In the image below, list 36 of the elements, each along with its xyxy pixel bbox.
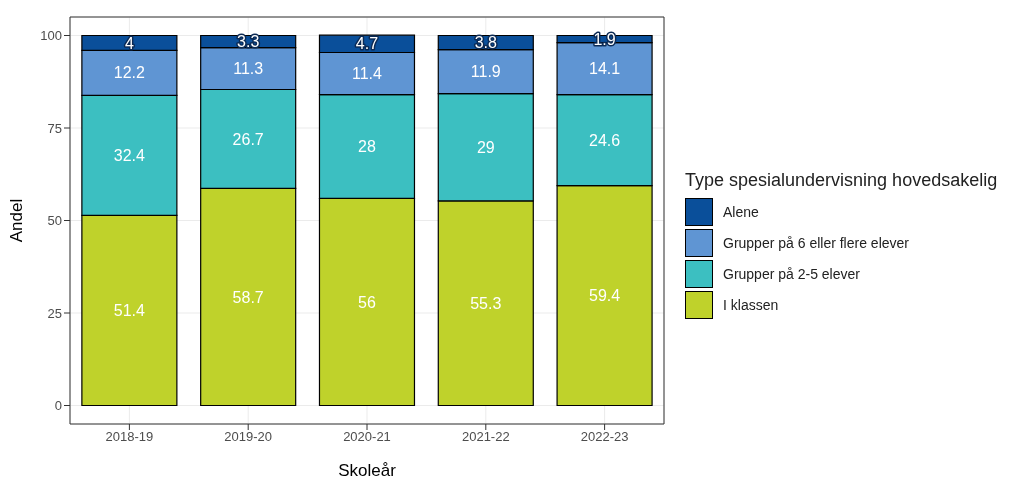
data-label: 26.7 <box>232 130 264 148</box>
x-tick-label: 2018-19 <box>105 429 154 445</box>
legend-title: Type spesialundervisning hovedsakelig <box>685 169 998 191</box>
legend-label: I klassen <box>723 297 779 313</box>
x-tick-label: 2022-23 <box>580 429 629 445</box>
y-tick-label: 100 <box>40 28 62 44</box>
x-tick-label: 2020-21 <box>343 429 391 445</box>
data-label: 55.3 <box>470 294 502 312</box>
x-tick-label: 2019-20 <box>224 429 273 445</box>
y-tick-label: 25 <box>47 305 62 321</box>
data-label: 3.3 <box>237 33 260 51</box>
x-axis-title: Skoleår <box>338 461 397 480</box>
data-label: 32.4 <box>113 146 146 164</box>
data-label: 51.4 <box>113 302 146 320</box>
data-label: 58.7 <box>232 288 264 306</box>
data-label: 29 <box>476 138 495 156</box>
data-label: 11.4 <box>352 65 383 83</box>
data-label: 11.9 <box>470 63 501 81</box>
legend-label: Alene <box>723 204 759 220</box>
y-tick-label: 0 <box>54 398 62 414</box>
data-label: 28 <box>358 138 376 156</box>
data-label: 4.7 <box>355 35 379 53</box>
data-label: 4 <box>124 34 134 52</box>
data-label: 24.6 <box>589 131 621 149</box>
data-label: 14.1 <box>589 60 621 78</box>
y-axis-title: Andel <box>7 198 27 243</box>
y-tick-label: 50 <box>47 213 62 229</box>
legend-label: Grupper på 2-5 elever <box>723 266 860 282</box>
x-tick-label: 2021-22 <box>461 429 510 445</box>
legend-label: Grupper på 6 eller flere elever <box>723 235 909 251</box>
data-label: 59.4 <box>589 287 621 305</box>
data-label: 12.2 <box>113 64 146 82</box>
y-tick-label: 75 <box>47 120 62 136</box>
data-label: 11.3 <box>233 60 264 78</box>
data-label: 56 <box>358 293 376 311</box>
data-label: 3.8 <box>474 34 497 52</box>
